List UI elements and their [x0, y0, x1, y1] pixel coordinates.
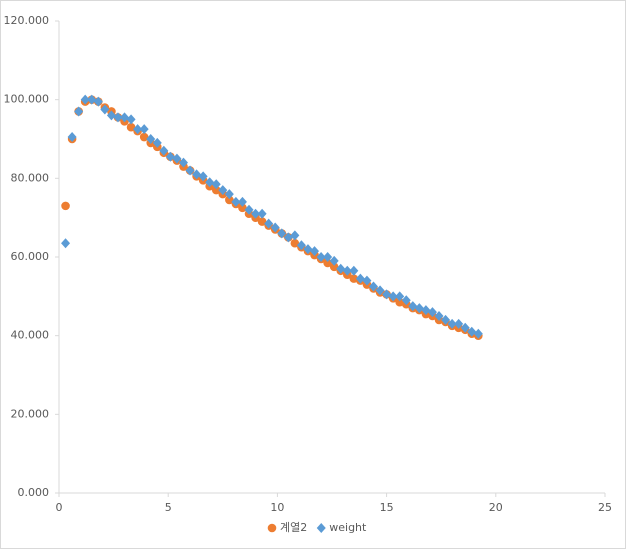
point [408, 301, 418, 312]
point [362, 275, 372, 286]
point [467, 326, 477, 337]
point [152, 137, 162, 148]
point [460, 322, 470, 333]
point [441, 314, 451, 325]
point [349, 274, 359, 283]
point [375, 285, 385, 296]
point [257, 208, 267, 219]
y-tick-label: 0.000 [18, 486, 50, 499]
y-tick-label: 120.000 [4, 14, 50, 27]
x-tick-label: 0 [56, 501, 63, 514]
point [218, 185, 228, 196]
point [296, 240, 306, 251]
point [277, 228, 287, 239]
point [329, 255, 339, 266]
point [323, 252, 333, 262]
point [342, 265, 352, 276]
point [139, 124, 149, 135]
point [67, 132, 77, 143]
legend-marker [316, 523, 326, 533]
point [231, 196, 241, 207]
point [257, 217, 267, 226]
point [323, 258, 332, 268]
point [382, 289, 392, 300]
point [349, 265, 359, 276]
point [165, 151, 175, 162]
point [395, 297, 405, 307]
point [133, 124, 143, 135]
point [225, 195, 234, 205]
x-tick-label: 5 [165, 501, 172, 514]
point [93, 96, 103, 107]
y-tick-label: 100.000 [4, 93, 50, 106]
point [421, 305, 431, 316]
point [310, 246, 320, 257]
y-tick-label: 80.000 [11, 171, 50, 184]
point [198, 171, 208, 182]
point [270, 222, 280, 233]
point [368, 281, 378, 292]
point [61, 238, 71, 249]
point [303, 244, 313, 255]
point [401, 295, 411, 306]
legend-label: 계열2 [280, 521, 307, 534]
point [61, 201, 70, 211]
point [454, 318, 464, 329]
point [205, 177, 215, 188]
x-tick-label: 15 [380, 501, 394, 514]
legend-label: weight [329, 521, 367, 534]
point [329, 262, 339, 272]
point [434, 311, 444, 321]
point [106, 110, 116, 121]
point [336, 263, 346, 274]
point [224, 189, 234, 200]
point [290, 230, 300, 241]
point [211, 179, 221, 190]
point [126, 122, 136, 132]
point [238, 203, 247, 213]
point [264, 218, 274, 229]
point [244, 204, 254, 215]
point [87, 94, 97, 105]
point [290, 238, 300, 248]
point [414, 303, 424, 314]
point [395, 291, 405, 302]
point [447, 318, 457, 329]
point [146, 134, 156, 144]
point [100, 104, 110, 115]
point [74, 106, 84, 117]
point [185, 165, 195, 176]
point [126, 114, 136, 125]
y-tick-label: 60.000 [11, 250, 50, 263]
point [211, 185, 221, 195]
point [427, 307, 437, 318]
x-tick-label: 25 [598, 501, 612, 514]
point [120, 112, 130, 123]
point [473, 328, 483, 339]
point [139, 132, 149, 142]
y-tick-label: 20.000 [11, 407, 50, 420]
point [178, 157, 188, 168]
y-tick-label: 40.000 [11, 329, 50, 342]
point [283, 232, 293, 243]
point [80, 94, 90, 105]
point [237, 196, 247, 207]
point [159, 145, 169, 156]
point [251, 208, 261, 219]
point [172, 153, 182, 164]
point [113, 112, 123, 123]
point [192, 169, 202, 180]
point [316, 252, 326, 262]
point [388, 291, 398, 302]
point [355, 273, 365, 284]
x-tick-label: 20 [489, 501, 503, 514]
legend-marker [267, 523, 277, 533]
x-tick-label: 10 [270, 501, 284, 514]
